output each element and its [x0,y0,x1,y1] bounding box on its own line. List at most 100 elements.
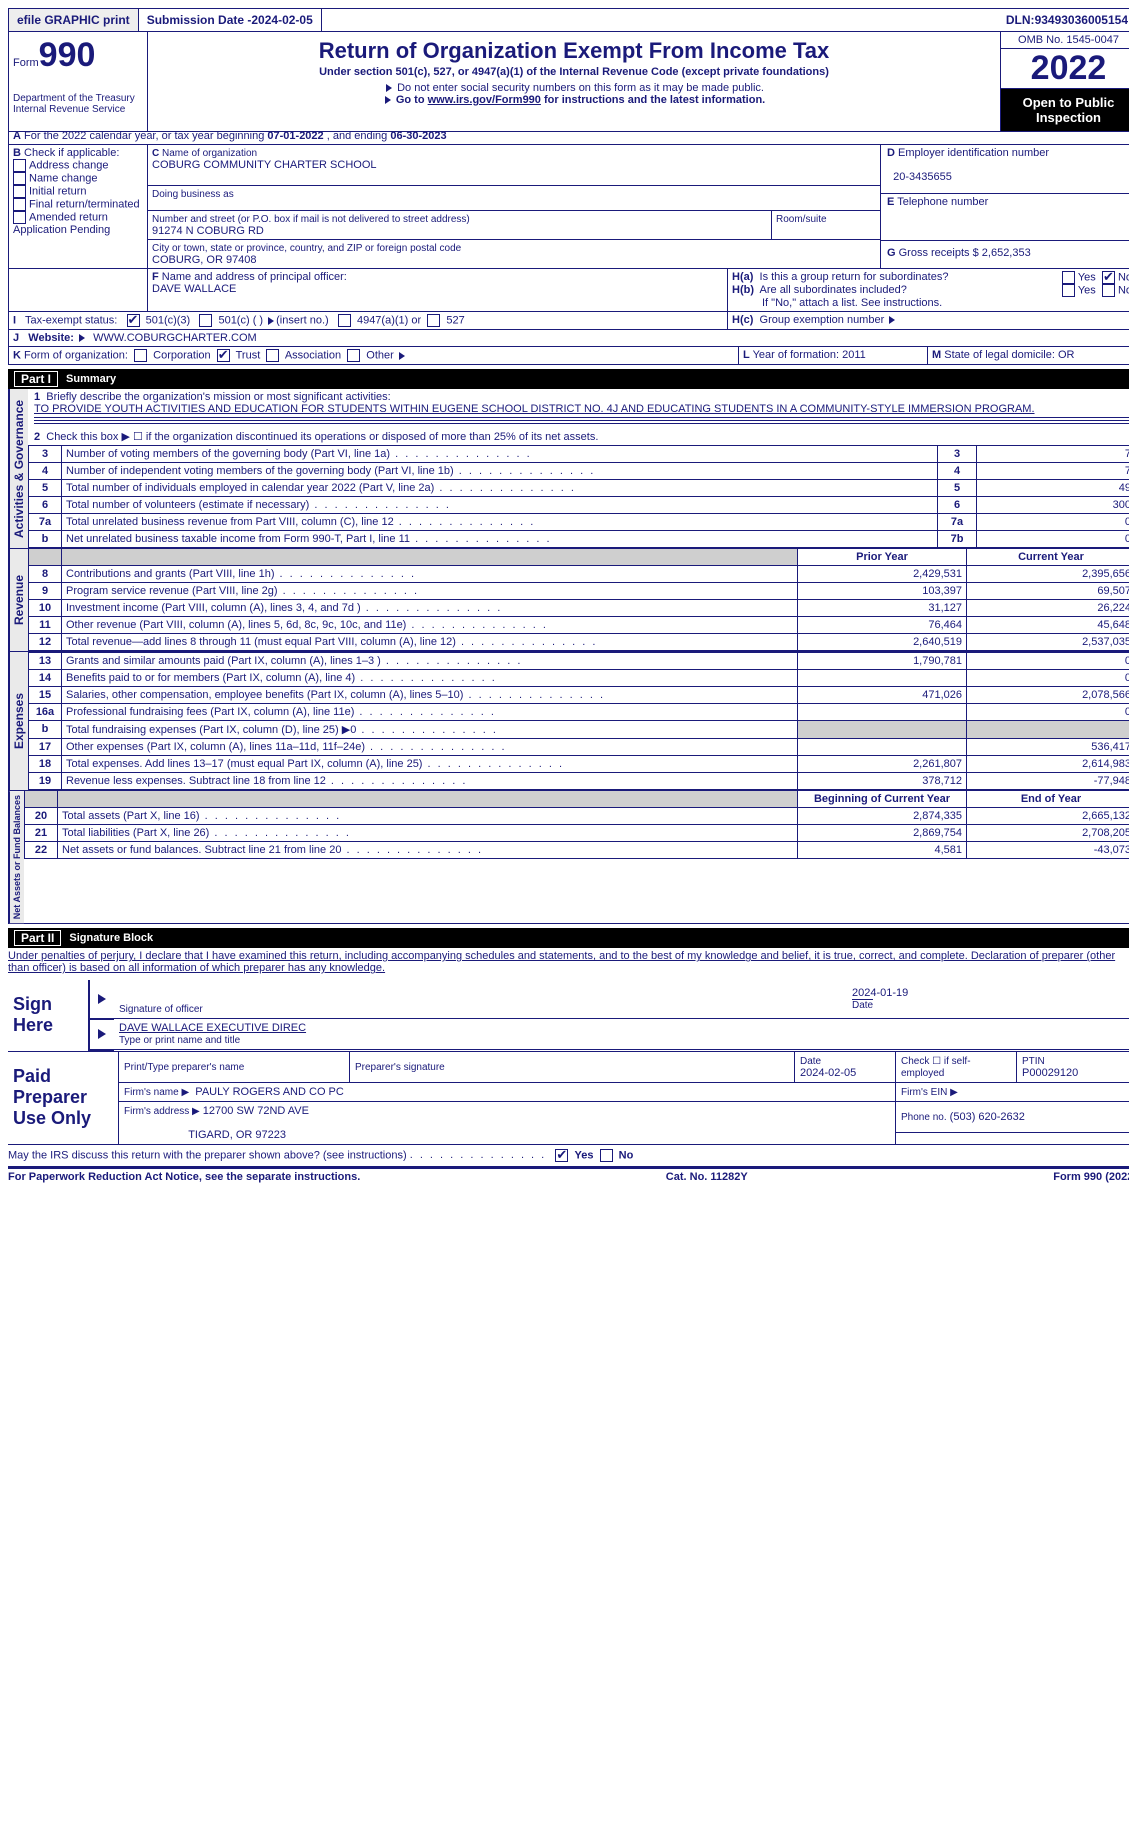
line-num: 4 [29,463,62,480]
officer-name: DAVE WALLACE EXECUTIVE DIREC [119,1022,306,1034]
line-num: 13 [29,653,62,670]
line-value: 300 [977,497,1129,514]
d-label: Employer identification number [898,147,1049,159]
irs-link[interactable]: www.irs.gov/Form990 [428,94,541,106]
tax-year: 2022 [1001,49,1129,89]
line-text: Total assets (Part X, line 16) [58,808,798,825]
checkbox-amended[interactable] [13,211,26,224]
line-box: 6 [938,497,977,514]
yes-label: Yes [574,1149,593,1161]
line-text: Grants and similar amounts paid (Part IX… [62,653,798,670]
g-label: Gross receipts $ [899,247,979,259]
line-num: 3 [29,446,62,463]
checkbox-discuss-yes[interactable] [555,1149,568,1162]
checkbox-corp[interactable] [134,349,147,362]
checkbox-final-return[interactable] [13,198,26,211]
b-item-3: Final return/terminated [29,198,140,210]
l-label: Year of formation: [753,349,839,361]
current-value: 45,648 [967,617,1129,634]
checkbox-4947[interactable] [338,314,351,327]
form-number-big: 990 [39,36,96,74]
line-value: 7 [977,463,1129,480]
arrow-icon [385,96,391,104]
col-current: Current Year [967,549,1129,566]
line-box: 3 [938,446,977,463]
checkbox-501c3[interactable] [127,314,140,327]
footer-left: For Paperwork Reduction Act Notice, see … [8,1171,360,1183]
netassets-table: Beginning of Current Year End of Year20 … [24,791,1129,859]
firm-ein-label: Firm's EIN ▶ [901,1087,958,1098]
no-label: No [619,1149,634,1161]
checkbox-assoc[interactable] [266,349,279,362]
revenue-table: Prior Year Current Year8 Contributions a… [28,549,1129,651]
block-bcdeg: B Check if applicable: Address change Na… [8,145,1129,269]
check-self-employed: Check ☐ if self-employed [901,1056,971,1079]
date-label: Date [852,999,873,1011]
discuss-text: May the IRS discuss this return with the… [8,1149,407,1161]
line-num: b [29,531,62,548]
checkbox-501c[interactable] [199,314,212,327]
paid-preparer: Paid Preparer Use Only [13,1066,91,1128]
line-text: Net assets or fund balances. Subtract li… [58,842,798,859]
line-text: Number of independent voting members of … [62,463,938,480]
line-value: 0 [977,514,1129,531]
arrow-icon [98,994,106,1004]
prior-value: 31,127 [798,600,967,617]
prior-value [798,670,967,687]
part-i-header: Part I Summary [8,369,1129,389]
prior-value: 103,397 [798,583,967,600]
prior-value: 1,790,781 [798,653,967,670]
line-num: 20 [25,808,58,825]
checkbox-name-change[interactable] [13,172,26,185]
grey-cell [967,721,1129,739]
i-opt-2: (insert no.) [276,314,329,326]
checkbox-discuss-no[interactable] [600,1149,613,1162]
checkbox-initial-return[interactable] [13,185,26,198]
line-num: 14 [29,670,62,687]
side-expenses: Expenses [9,652,28,790]
line-value: 49 [977,480,1129,497]
line-text: Other revenue (Part VIII, column (A), li… [62,617,798,634]
firm-name: PAULY ROGERS AND CO PC [195,1086,344,1098]
checkbox-ha-no[interactable] [1102,271,1115,284]
checkbox-other[interactable] [347,349,360,362]
current-value: 0 [967,653,1129,670]
checkbox-527[interactable] [427,314,440,327]
block-klm: K Form of organization: Corporation Trus… [8,347,1129,365]
col-end: End of Year [967,791,1129,808]
q1-label: Briefly describe the organization's miss… [46,391,390,403]
side-net-assets: Net Assets or Fund Balances [9,791,24,923]
current-value: 2,537,035 [967,634,1129,651]
arrow-icon [268,317,274,325]
m-value: OR [1058,349,1075,361]
current-value: -77,948 [967,773,1129,790]
d-value: 20-3435655 [893,171,952,183]
g-value: 2,652,353 [982,247,1031,259]
checkbox-trust[interactable] [217,349,230,362]
q1-text: TO PROVIDE YOUTH ACTIVITIES AND EDUCATIO… [34,403,1035,415]
b-item-0: Address change [29,159,109,171]
declaration-text: Under penalties of perjury, I declare th… [8,948,1129,976]
l-value: 2011 [842,349,866,361]
no-label: No [1118,271,1129,283]
line-num: 22 [25,842,58,859]
sig-date: 2024-01-19 [852,987,908,999]
side-activities-governance: Activities & Governance [9,389,28,548]
c-room-label: Room/suite [776,214,827,225]
line-box: 7b [938,531,977,548]
note-goto-a: Go to [396,94,428,106]
arrow-icon [386,84,392,92]
firm-addr2: TIGARD, OR 97223 [188,1129,286,1141]
c-city-label: City or town, state or province, country… [152,243,461,254]
checkbox-hb-yes[interactable] [1062,284,1075,297]
checkbox-ha-yes[interactable] [1062,271,1075,284]
dln: DLN: 93493036005154 [998,9,1129,31]
checkbox-hb-no[interactable] [1102,284,1115,297]
efile-print-button[interactable]: efile GRAPHIC print [9,9,139,31]
b-item-5: Application Pending [13,224,110,236]
checkbox-address-change[interactable] [13,159,26,172]
line-num: 8 [29,566,62,583]
current-value: 2,078,566 [967,687,1129,704]
prep-name-label: Print/Type preparer's name [124,1062,244,1073]
firm-addr-label: Firm's address ▶ [124,1106,200,1117]
